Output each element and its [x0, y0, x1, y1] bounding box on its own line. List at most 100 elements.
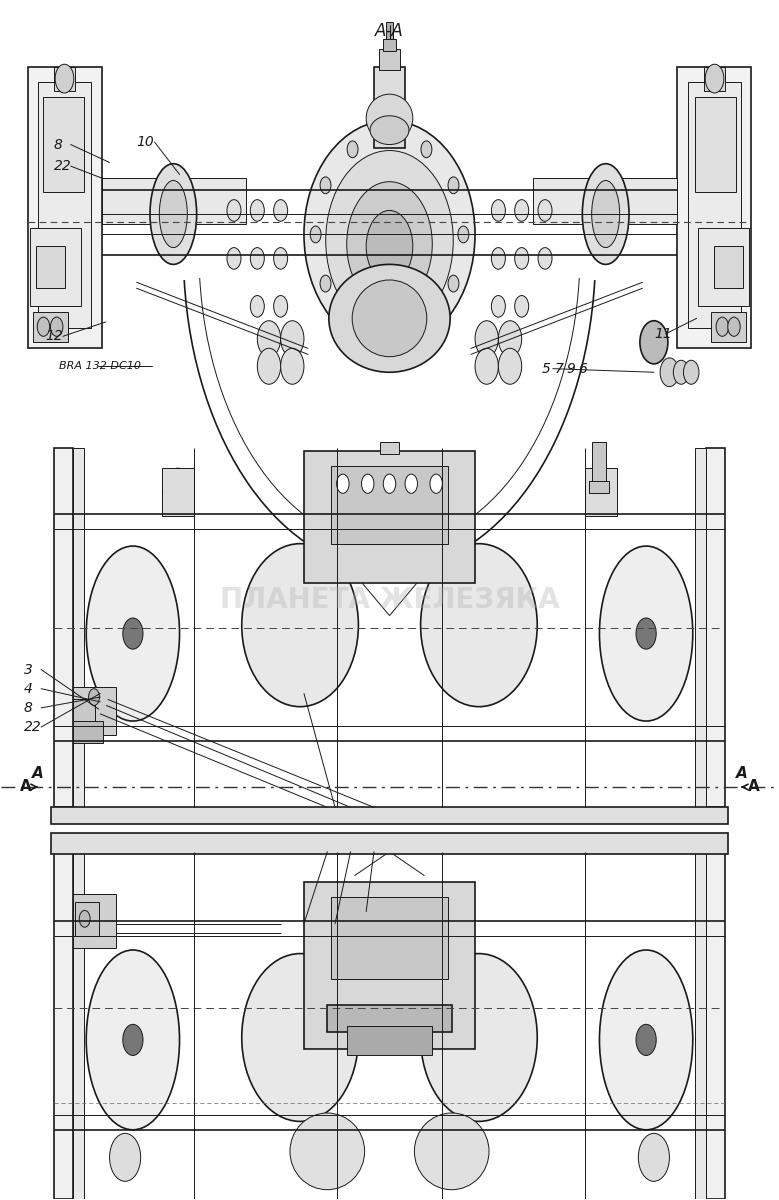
Bar	[592, 442, 606, 484]
Circle shape	[347, 140, 358, 157]
Bar	[54, 448, 73, 808]
Ellipse shape	[347, 181, 432, 306]
Bar	[44, 96, 84, 192]
Bar	[688, 82, 741, 328]
Circle shape	[273, 295, 287, 317]
Bar	[695, 852, 706, 1199]
Circle shape	[123, 1025, 143, 1056]
Ellipse shape	[600, 950, 693, 1129]
Bar	[73, 721, 103, 743]
Circle shape	[683, 360, 699, 384]
Ellipse shape	[592, 180, 619, 247]
Bar	[304, 451, 475, 583]
Circle shape	[499, 320, 522, 356]
Bar	[383, 40, 396, 52]
Ellipse shape	[86, 950, 179, 1129]
Circle shape	[347, 311, 358, 328]
Bar	[706, 448, 725, 808]
Text: A-A: A-A	[375, 22, 404, 40]
Circle shape	[227, 199, 241, 221]
Circle shape	[538, 199, 552, 221]
Circle shape	[310, 226, 321, 242]
Circle shape	[110, 1133, 141, 1181]
Circle shape	[673, 360, 689, 384]
Ellipse shape	[55, 65, 74, 92]
Circle shape	[257, 320, 280, 356]
Text: 8: 8	[24, 701, 33, 715]
Bar	[163, 468, 193, 516]
Bar	[331, 466, 448, 544]
Circle shape	[250, 295, 264, 317]
Bar	[710, 312, 746, 342]
Circle shape	[660, 358, 679, 386]
Text: 7: 7	[555, 361, 563, 376]
Text: 8: 8	[54, 138, 62, 151]
Bar	[51, 833, 728, 854]
Bar	[73, 448, 84, 808]
Circle shape	[383, 474, 396, 493]
Bar	[30, 228, 81, 306]
Bar	[73, 894, 116, 948]
Bar	[73, 700, 95, 730]
Bar	[386, 23, 393, 40]
Bar	[38, 82, 91, 328]
Circle shape	[448, 275, 459, 292]
Ellipse shape	[366, 94, 413, 142]
Bar	[54, 852, 73, 1199]
Text: 3: 3	[24, 662, 33, 677]
Bar	[703, 67, 725, 90]
Ellipse shape	[241, 954, 358, 1121]
Circle shape	[515, 199, 529, 221]
Ellipse shape	[241, 544, 358, 707]
Circle shape	[421, 311, 432, 328]
Circle shape	[499, 348, 522, 384]
Bar	[374, 67, 405, 148]
Bar	[76, 902, 99, 936]
Bar	[33, 312, 69, 342]
Ellipse shape	[352, 280, 427, 356]
Circle shape	[728, 317, 740, 336]
Circle shape	[280, 348, 304, 384]
Circle shape	[384, 127, 395, 144]
Bar	[347, 1026, 432, 1056]
Bar	[54, 67, 76, 90]
Text: 22: 22	[24, 720, 42, 734]
Text: A: A	[32, 767, 44, 781]
Text: BRA 132 DC10: BRA 132 DC10	[59, 361, 141, 371]
Bar	[379, 49, 400, 71]
Circle shape	[361, 474, 374, 493]
Ellipse shape	[640, 320, 668, 364]
Circle shape	[89, 689, 100, 706]
Circle shape	[250, 247, 264, 269]
Circle shape	[320, 275, 331, 292]
Bar	[695, 448, 706, 808]
Circle shape	[257, 348, 280, 384]
Bar	[304, 882, 475, 1050]
Ellipse shape	[329, 264, 450, 372]
Bar	[534, 178, 677, 223]
Bar	[380, 442, 399, 454]
Circle shape	[430, 474, 442, 493]
Circle shape	[280, 320, 304, 356]
Ellipse shape	[370, 115, 409, 144]
Ellipse shape	[583, 163, 629, 264]
Circle shape	[37, 317, 50, 336]
Circle shape	[515, 295, 529, 317]
Text: 10: 10	[137, 136, 154, 149]
Text: 22: 22	[54, 160, 72, 173]
Ellipse shape	[366, 210, 413, 282]
Circle shape	[492, 295, 506, 317]
Bar	[698, 228, 749, 306]
Bar	[36, 246, 65, 288]
Circle shape	[475, 320, 499, 356]
Circle shape	[458, 226, 469, 242]
Circle shape	[636, 618, 656, 649]
Ellipse shape	[600, 546, 693, 721]
Circle shape	[475, 348, 499, 384]
Bar	[677, 67, 751, 348]
Circle shape	[79, 911, 90, 928]
Circle shape	[421, 140, 432, 157]
Circle shape	[273, 247, 287, 269]
Ellipse shape	[414, 1114, 489, 1189]
Circle shape	[273, 199, 287, 221]
